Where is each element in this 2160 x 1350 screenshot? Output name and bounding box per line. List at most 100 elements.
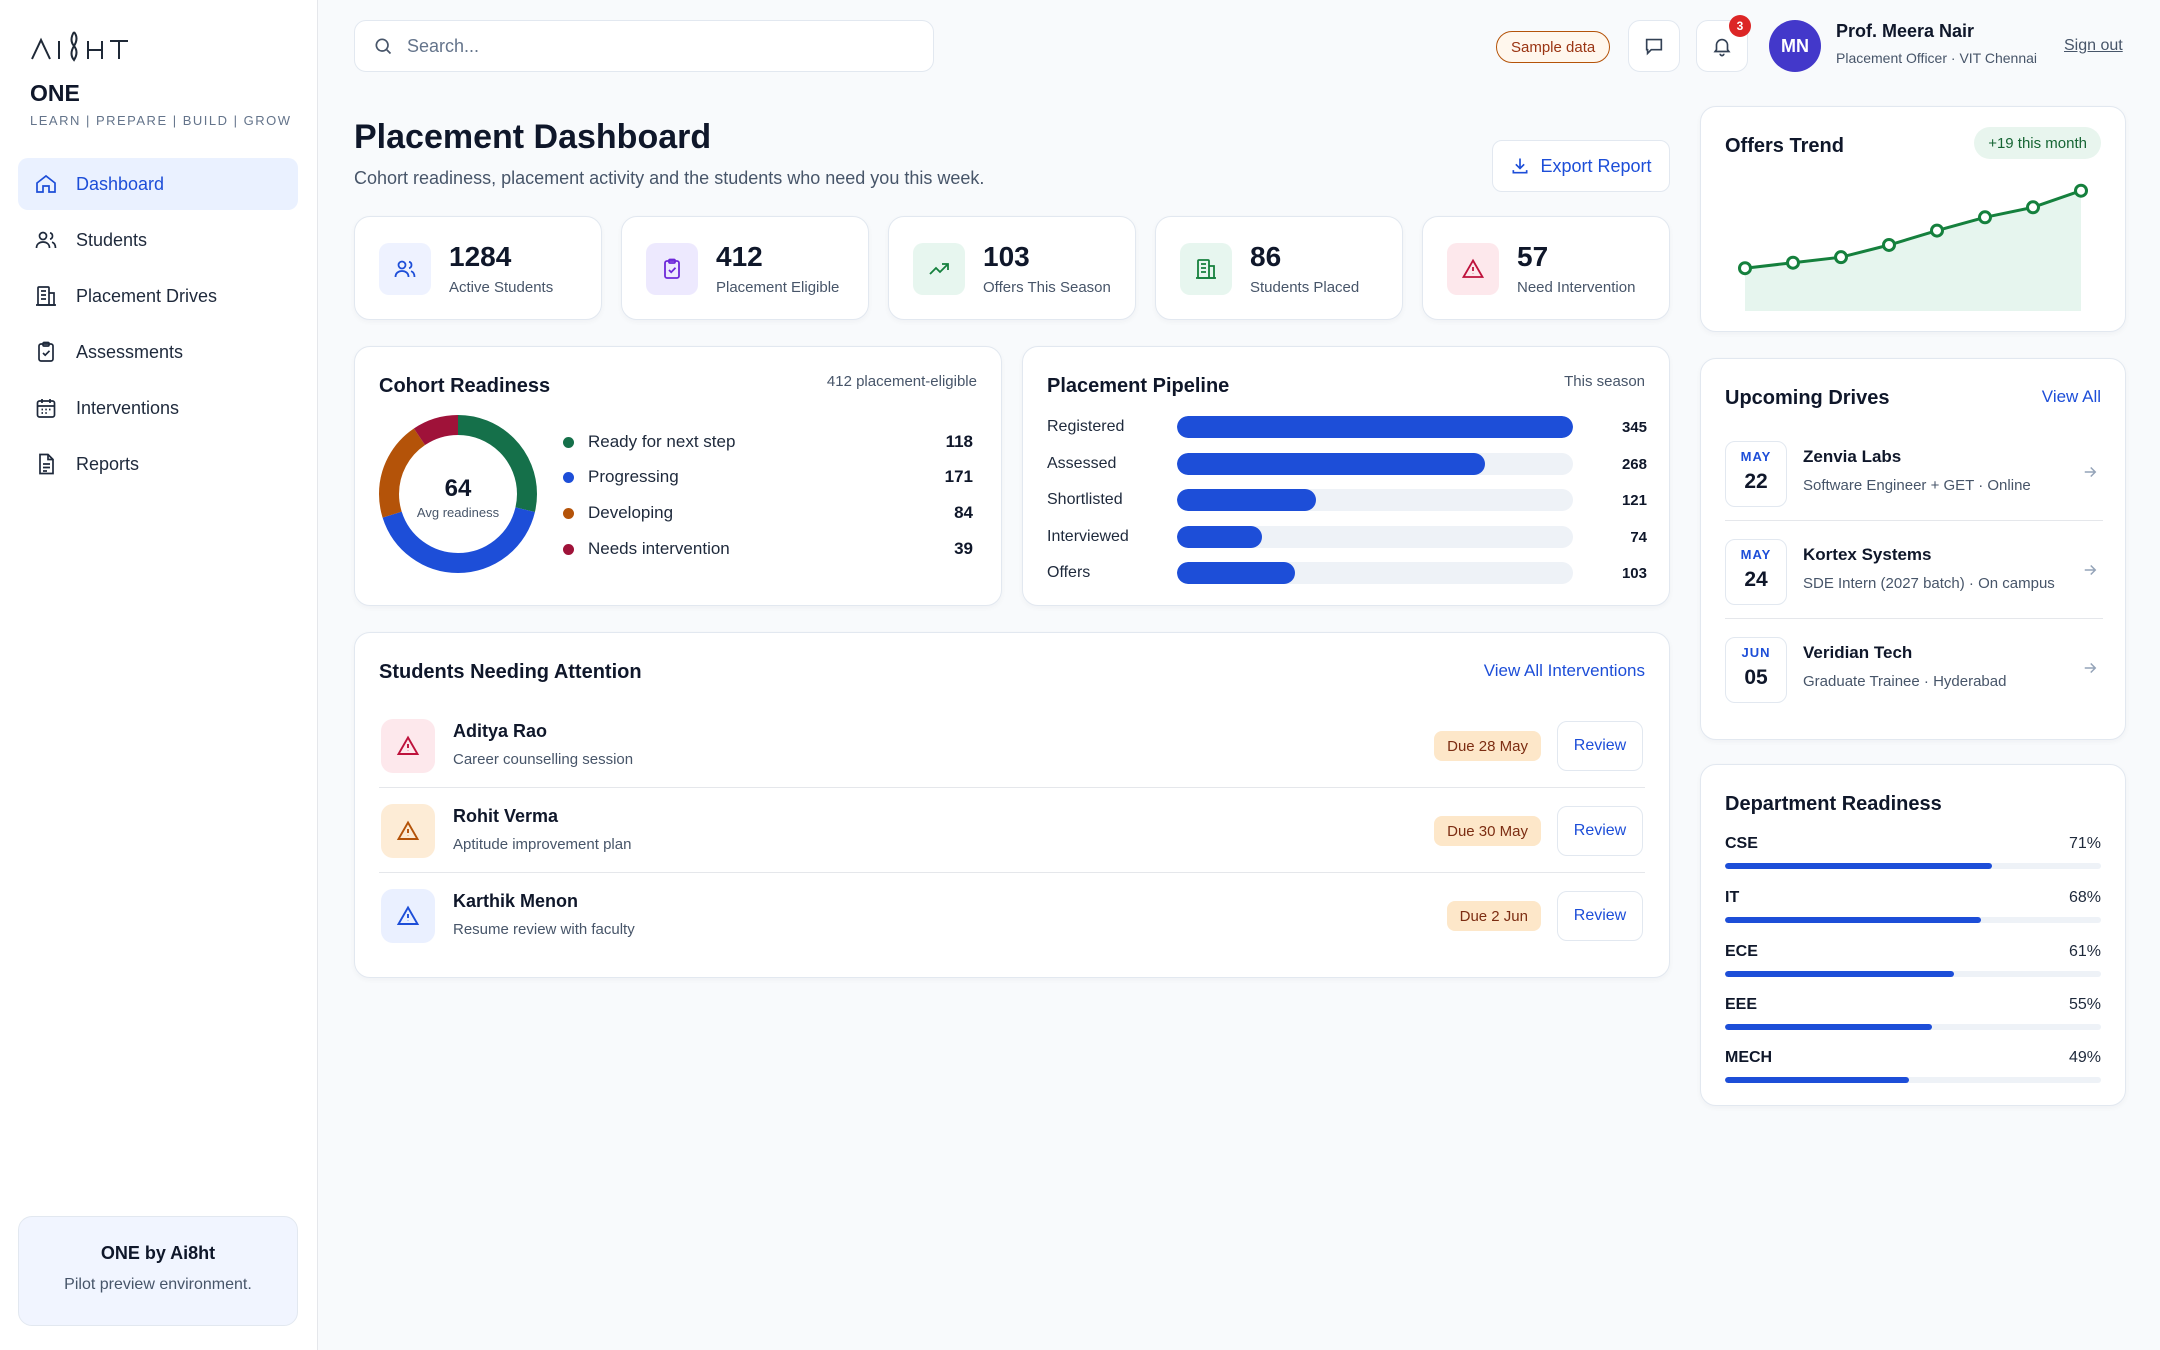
- ai8ht-logo-mark: [31, 31, 128, 62]
- stat-label: Active Students: [449, 279, 554, 296]
- stat-icon-box: [646, 243, 698, 295]
- alert-triangle-icon: [396, 735, 420, 755]
- sidebar-item-label: Assessments: [76, 341, 184, 362]
- review-button[interactable]: Review: [1557, 721, 1643, 771]
- home-icon: [36, 174, 56, 193]
- arrow-right-icon: [2084, 662, 2097, 674]
- student-name: Karthik Menon: [453, 891, 579, 911]
- department-percent: 71%: [2068, 835, 2101, 852]
- department-row-mech: MECH 49%: [1725, 1049, 2101, 1083]
- avatar[interactable]: MN: [1769, 20, 1821, 72]
- department-fill: [1725, 917, 1981, 923]
- stat-card-students-placed: 86 Students Placed: [1155, 216, 1403, 320]
- pipeline-row-offers: Offers 103: [1047, 561, 1647, 585]
- department-track: [1725, 1024, 2101, 1030]
- department-name: ECE: [1725, 943, 1758, 960]
- legend-value: 118: [945, 432, 973, 451]
- pipeline-label: Assessed: [1047, 455, 1117, 472]
- pipeline-track: [1177, 453, 1573, 475]
- department-track: [1725, 863, 2101, 869]
- stat-label: Need Intervention: [1517, 279, 1636, 296]
- sidebar-item-placement-drives[interactable]: Placement Drives: [18, 270, 298, 322]
- donut-segment: [379, 415, 537, 573]
- drive-date: MAY 22: [1725, 441, 1787, 507]
- pipeline-value: 103: [1621, 564, 1647, 582]
- attention-icon-box: [381, 719, 435, 773]
- building-icon: [1196, 259, 1216, 279]
- sidebar-item-assessments[interactable]: Assessments: [18, 326, 298, 378]
- stat-value: 103: [983, 241, 1030, 272]
- department-track: [1725, 1077, 2101, 1083]
- cohort-readiness-card: Cohort Readiness 412 placement-eligible …: [354, 346, 1002, 606]
- drive-item[interactable]: JUN 05 Veridian Tech Graduate Trainee · …: [1725, 619, 2103, 717]
- legend-needs-intervention: Needs intervention 39: [563, 534, 973, 564]
- stat-label: Offers This Season: [983, 279, 1111, 296]
- search-bar[interactable]: [354, 20, 934, 72]
- messages-button[interactable]: [1628, 20, 1680, 72]
- students-attention-card: Students Needing Attention View All Inte…: [354, 632, 1670, 978]
- offers-trend-title: Offers Trend: [1725, 135, 1844, 157]
- department-row-it: IT 68%: [1725, 889, 2101, 923]
- export-report-button[interactable]: Export Report: [1492, 140, 1670, 192]
- view-all-drives-link[interactable]: View All: [2041, 387, 2101, 406]
- upcoming-drives-card: Upcoming Drives View All MAY 22 Zenvia L…: [1700, 358, 2126, 740]
- notifications-button[interactable]: 3: [1696, 15, 1751, 72]
- review-button[interactable]: Review: [1557, 891, 1643, 941]
- trend-point: [2074, 183, 2088, 198]
- legend-label: Progressing: [588, 467, 679, 486]
- due-badge: Due 30 May: [1434, 816, 1541, 846]
- review-button[interactable]: Review: [1557, 806, 1643, 856]
- stat-value: 57: [1517, 241, 1549, 272]
- drive-item[interactable]: MAY 22 Zenvia Labs Software Engineer + G…: [1725, 423, 2103, 521]
- student-name: Aditya Rao: [453, 721, 548, 741]
- department-row-ece: ECE 61%: [1725, 943, 2101, 977]
- department-name: EEE: [1725, 996, 1758, 1013]
- drive-company: Zenvia Labs: [1803, 447, 1902, 466]
- attention-row: Aditya Rao Career counselling session Du…: [379, 703, 1645, 788]
- view-all-interventions-link[interactable]: View All Interventions: [1483, 661, 1645, 680]
- placement-pipeline-meta: This season: [1564, 373, 1645, 390]
- clipboard-check-icon: [664, 258, 680, 279]
- drive-item[interactable]: MAY 24 Kortex Systems SDE Intern (2027 b…: [1725, 521, 2103, 619]
- legend-value: 84: [954, 503, 973, 522]
- drive-company: Kortex Systems: [1803, 545, 1932, 564]
- page-title: Placement Dashboard: [354, 118, 712, 156]
- environment-title: ONE by Ai8ht: [100, 1243, 216, 1263]
- donut-segment: [379, 415, 537, 573]
- student-action: Career counselling session: [453, 751, 634, 768]
- sidebar-item-students[interactable]: Students: [18, 214, 298, 266]
- drive-month: MAY: [1740, 449, 1772, 464]
- department-fill: [1725, 863, 1992, 869]
- offers-trend-card: Offers Trend +19 this month: [1700, 106, 2126, 332]
- trend-point: [1978, 210, 1992, 225]
- sidebar-item-interventions[interactable]: Interventions: [18, 382, 298, 434]
- department-readiness-card: Department Readiness CSE 71% IT 68% ECE 61%…: [1700, 764, 2126, 1106]
- brand-name: ONE: [30, 80, 80, 106]
- stat-icon-box: [379, 243, 431, 295]
- trend-line: [1744, 189, 2082, 270]
- environment-subtitle: Pilot preview environment.: [64, 1276, 252, 1293]
- department-readiness-title: Department Readiness: [1725, 793, 1942, 815]
- department-name: MECH: [1725, 1049, 1773, 1066]
- stat-label: Students Placed: [1250, 279, 1360, 296]
- attention-icon-box: [381, 889, 435, 943]
- student-name: Rohit Verma: [453, 806, 559, 826]
- user-name: Prof. Meera Nair: [1836, 21, 1975, 41]
- department-fill: [1725, 1024, 1932, 1030]
- pipeline-value: 121: [1621, 491, 1647, 509]
- search-input[interactable]: [407, 35, 907, 57]
- department-row-eee: EEE 55%: [1725, 996, 2101, 1030]
- sidebar-item-dashboard[interactable]: Dashboard: [18, 158, 298, 210]
- donut-segment: [379, 415, 537, 573]
- legend-label: Needs intervention: [588, 539, 730, 558]
- sign-out-link[interactable]: Sign out: [2064, 37, 2123, 54]
- sidebar-item-reports[interactable]: Reports: [18, 438, 298, 490]
- pipeline-fill: [1177, 526, 1262, 548]
- environment-card: ONE by Ai8ht Pilot preview environment.: [18, 1216, 298, 1326]
- offers-trend-chart: [1738, 183, 2088, 311]
- alert-triangle-icon: [1461, 258, 1485, 278]
- pipeline-label: Interviewed: [1047, 528, 1129, 545]
- pipeline-track: [1177, 562, 1573, 584]
- pipeline-row-registered: Registered 345: [1047, 415, 1647, 439]
- department-fill: [1725, 971, 1955, 977]
